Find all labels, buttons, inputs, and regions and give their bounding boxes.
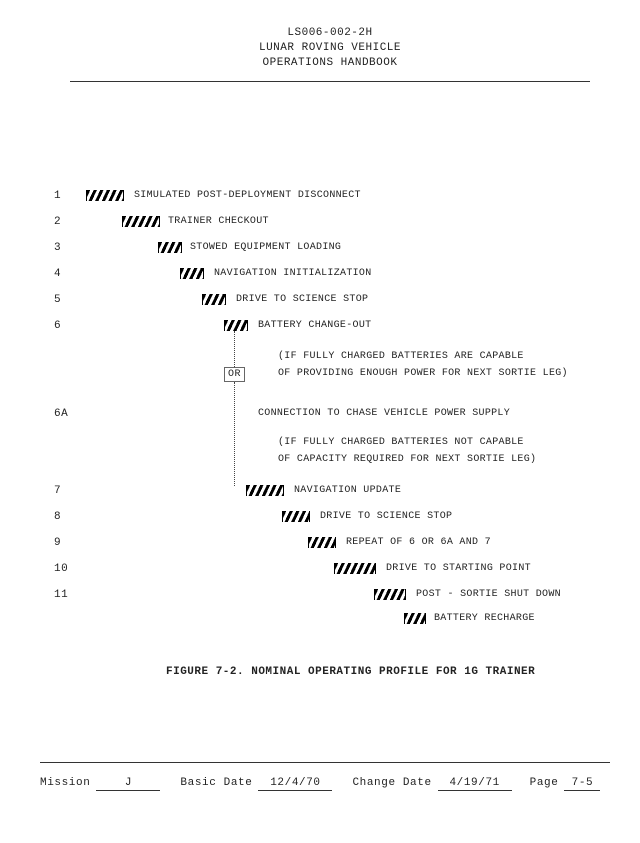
step-label: BATTERY CHANGE-OUT [258, 320, 371, 331]
row-number: 1 [54, 190, 61, 202]
row-number: 5 [54, 294, 61, 306]
or-connector-top [234, 331, 235, 367]
change-date-label: Change Date [352, 777, 431, 789]
doc-title-1: LUNAR ROVING VEHICLE [60, 41, 600, 56]
row-number: 6 [54, 320, 61, 332]
or-label: OR [224, 367, 245, 382]
step-recharge-label: BATTERY RECHARGE [434, 613, 535, 624]
step-6a-label: CONNECTION TO CHASE VEHICLE POWER SUPPLY [258, 408, 510, 419]
step-6a-condition-l1: (IF FULLY CHARGED BATTERIES NOT CAPABLE [278, 434, 536, 451]
row-number: 2 [54, 216, 61, 228]
step-bar [86, 190, 124, 201]
step-bar [158, 242, 182, 253]
step-6a-condition-l2: OF CAPACITY REQUIRED FOR NEXT SORTIE LEG… [278, 451, 536, 468]
step-6-condition: (IF FULLY CHARGED BATTERIES ARE CAPABLE … [278, 348, 568, 382]
step-bar-recharge [404, 613, 426, 624]
basic-date-label: Basic Date [180, 777, 252, 789]
step-bar [122, 216, 160, 227]
row-number: 7 [54, 485, 61, 497]
row-number: 8 [54, 511, 61, 523]
step-label: DRIVE TO SCIENCE STOP [320, 511, 452, 522]
step-6-condition-l2: OF PROVIDING ENOUGH POWER FOR NEXT SORTI… [278, 365, 568, 382]
step-bar [246, 485, 284, 496]
step-label: NAVIGATION INITIALIZATION [214, 268, 372, 279]
header-rule [70, 81, 590, 82]
basic-date-value: 12/4/70 [258, 777, 332, 791]
page-label: Page [530, 777, 559, 789]
step-bar [224, 320, 248, 331]
step-label: POST - SORTIE SHUT DOWN [416, 589, 561, 600]
step-label: DRIVE TO SCIENCE STOP [236, 294, 368, 305]
mission-value: J [96, 777, 160, 791]
figure-caption: FIGURE 7-2. NOMINAL OPERATING PROFILE FO… [166, 666, 535, 678]
step-label: REPEAT OF 6 OR 6A AND 7 [346, 537, 491, 548]
doc-header: LS006-002-2H LUNAR ROVING VEHICLE OPERAT… [60, 26, 600, 71]
footer-rule [40, 762, 610, 763]
doc-title-2: OPERATIONS HANDBOOK [60, 56, 600, 71]
row-number: 3 [54, 242, 61, 254]
step-label: NAVIGATION UPDATE [294, 485, 401, 496]
step-bar [180, 268, 204, 279]
step-bar [308, 537, 336, 548]
page: LS006-002-2H LUNAR ROVING VEHICLE OPERAT… [0, 0, 640, 843]
page-footer: Mission J Basic Date 12/4/70 Change Date… [40, 762, 610, 791]
step-bar [282, 511, 310, 522]
mission-label: Mission [40, 777, 90, 789]
step-6a-condition: (IF FULLY CHARGED BATTERIES NOT CAPABLE … [278, 434, 536, 468]
step-label: TRAINER CHECKOUT [168, 216, 269, 227]
change-date-value: 4/19/71 [438, 777, 512, 791]
row-number: 9 [54, 537, 61, 549]
row-number: 4 [54, 268, 61, 280]
doc-number: LS006-002-2H [60, 26, 600, 41]
or-connector-bottom [234, 382, 235, 486]
step-6-condition-l1: (IF FULLY CHARGED BATTERIES ARE CAPABLE [278, 348, 568, 365]
step-label: DRIVE TO STARTING POINT [386, 563, 531, 574]
row-number-6a: 6A [54, 408, 68, 420]
step-bar [334, 563, 376, 574]
step-label: SIMULATED POST-DEPLOYMENT DISCONNECT [134, 190, 361, 201]
step-bar [374, 589, 406, 600]
row-number: 10 [54, 563, 68, 575]
row-number: 11 [54, 589, 68, 601]
step-label: STOWED EQUIPMENT LOADING [190, 242, 341, 253]
page-value: 7-5 [564, 777, 600, 791]
step-bar [202, 294, 226, 305]
